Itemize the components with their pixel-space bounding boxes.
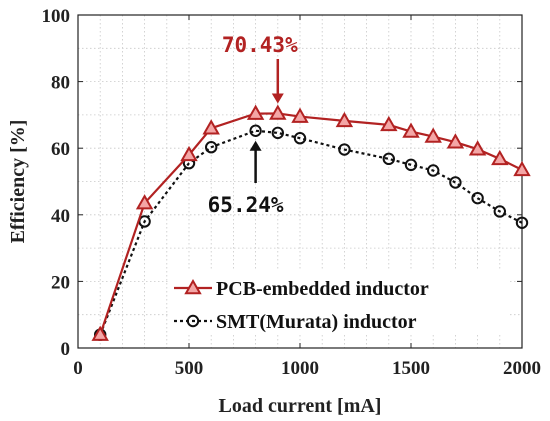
legend-marker-smt [186, 314, 200, 328]
data-point-pcb [91, 325, 109, 341]
y-tick-label: 100 [42, 6, 71, 27]
data-point-pcb [446, 133, 465, 149]
data-point-pcb [468, 140, 487, 156]
annotation-arrow-smt-head [249, 140, 262, 151]
data-point-pcb [424, 127, 442, 143]
data-point-pcb [380, 115, 398, 132]
data-point-pcb [402, 122, 420, 138]
y-tick-label: 60 [51, 139, 70, 160]
legend: PCB-embedded inductor SMT(Murata) induct… [168, 271, 508, 333]
series-pcb [91, 104, 531, 341]
data-point-pcb [180, 145, 198, 162]
data-point-pcb [291, 107, 309, 123]
data-point-pcb [269, 104, 287, 120]
data-point-pcb [202, 119, 220, 135]
series-line-smt [99, 129, 523, 336]
peak-annotation-smt: 65.24% [208, 193, 284, 217]
data-point-pcb [335, 111, 354, 128]
annotations: 70.43% 65.24% [208, 33, 298, 217]
legend-marker-pcb [184, 278, 202, 295]
series-layer [91, 104, 531, 341]
x-tick-label: 500 [175, 358, 204, 379]
x-tick-label: 1000 [281, 358, 319, 379]
data-point-smt [427, 164, 440, 177]
data-point-smt [515, 216, 529, 229]
peak-annotation-pcb: 70.43% [222, 33, 298, 57]
data-point-smt [449, 176, 462, 189]
legend-box [168, 271, 508, 333]
data-point-pcb [491, 149, 509, 166]
data-point-pcb [135, 194, 154, 210]
data-point-pcb [513, 160, 531, 177]
annotation-arrow-pcb [271, 59, 284, 104]
legend-label-smt: SMT(Murata) inductor [216, 311, 417, 333]
y-tick-label: 40 [51, 206, 70, 227]
axis-ticks: 0 500 1000 1500 2000 0 20 40 60 80 100 [42, 6, 542, 379]
annotation-arrow-pcb-head [271, 93, 284, 104]
data-point-smt [338, 143, 351, 156]
y-axis-title: Efficiency [%] [7, 120, 29, 244]
y-tick-label: 0 [61, 339, 71, 360]
y-tick-label: 80 [51, 73, 70, 94]
x-tick-label: 0 [73, 358, 83, 379]
data-point-smt [382, 152, 395, 166]
data-point-smt [404, 158, 418, 172]
data-point-smt [293, 132, 307, 145]
x-tick-label: 1500 [392, 358, 430, 379]
data-point-smt [493, 205, 506, 218]
y-tick-label: 20 [51, 272, 70, 293]
data-point-smt [205, 141, 218, 154]
legend-label-pcb: PCB-embedded inductor [216, 278, 429, 300]
annotation-arrow-smt [249, 140, 262, 183]
data-point-smt [249, 124, 262, 137]
x-axis-title: Load current [mA] [219, 395, 382, 417]
data-point-pcb [246, 104, 265, 120]
x-tick-label: 2000 [503, 358, 541, 379]
data-point-smt [271, 126, 284, 140]
data-point-smt [471, 191, 484, 205]
